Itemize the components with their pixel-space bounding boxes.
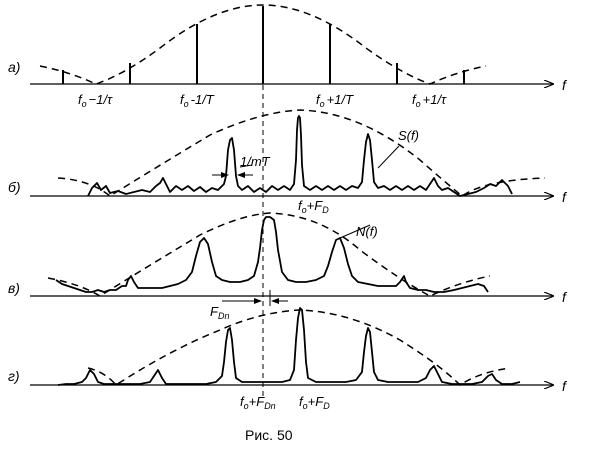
panel-v-envelope (47, 212, 491, 297)
panel-g-envelope (87, 309, 511, 386)
panel-a-axis-label: f (562, 77, 568, 93)
panel-g: г) f fo+FDn fo+FD (8, 307, 568, 411)
panel-a-letter: а) (8, 59, 20, 75)
panel-a-tick-f0-minus-inv-tau: fo −1/τ (78, 92, 113, 109)
panel-a-tick-f0-plus-inv-t: fo +1/T (316, 92, 354, 109)
figure-caption: Рис. 50 (245, 427, 293, 443)
panel-g-tick-f0-plus-fd: fo+FD (299, 394, 330, 411)
panel-b-tick-f0-plus-fd: fo+FD (298, 198, 329, 215)
panel-a-spectral-lines (62, 6, 465, 84)
panel-a-envelope (39, 4, 487, 85)
panel-g-axis-label: f (562, 378, 568, 394)
panel-v-shift-label: FDn (210, 304, 229, 321)
panel-b-spectrum (87, 115, 513, 197)
panel-a-tick-f0-plus-inv-tau: fo +1/τ (412, 92, 447, 109)
panel-v-curve-label: N(f) (356, 224, 378, 239)
panel-b-spacing-leader (239, 164, 253, 168)
panel-g-letter: г) (8, 368, 20, 384)
panel-b-letter: б) (8, 179, 21, 195)
panel-b-curve-leader (377, 145, 400, 169)
panel-b: б) f 1/mT S(f) fo+FD (8, 109, 568, 215)
panel-a-tick-f0-minus-inv-t: fo -1/T (180, 92, 215, 109)
panel-v: в) f N(f) FDn (8, 212, 568, 321)
panel-g-tick-f0-plus-fdn: fo+FDn (240, 394, 276, 411)
panel-a: а) f fo −1/τ fo -1/T fo +1/T fo +1/τ (8, 4, 568, 109)
panel-g-spectrum (57, 307, 521, 386)
panel-v-spectrum (55, 216, 489, 293)
panel-v-curve-leader (339, 224, 371, 239)
panel-b-spacing-label: 1/mT (240, 154, 271, 169)
panel-v-letter: в) (8, 280, 20, 296)
panel-b-axis-label: f (562, 189, 568, 205)
panel-b-curve-label: S(f) (398, 128, 419, 143)
panel-v-axis-label: f (562, 289, 568, 305)
